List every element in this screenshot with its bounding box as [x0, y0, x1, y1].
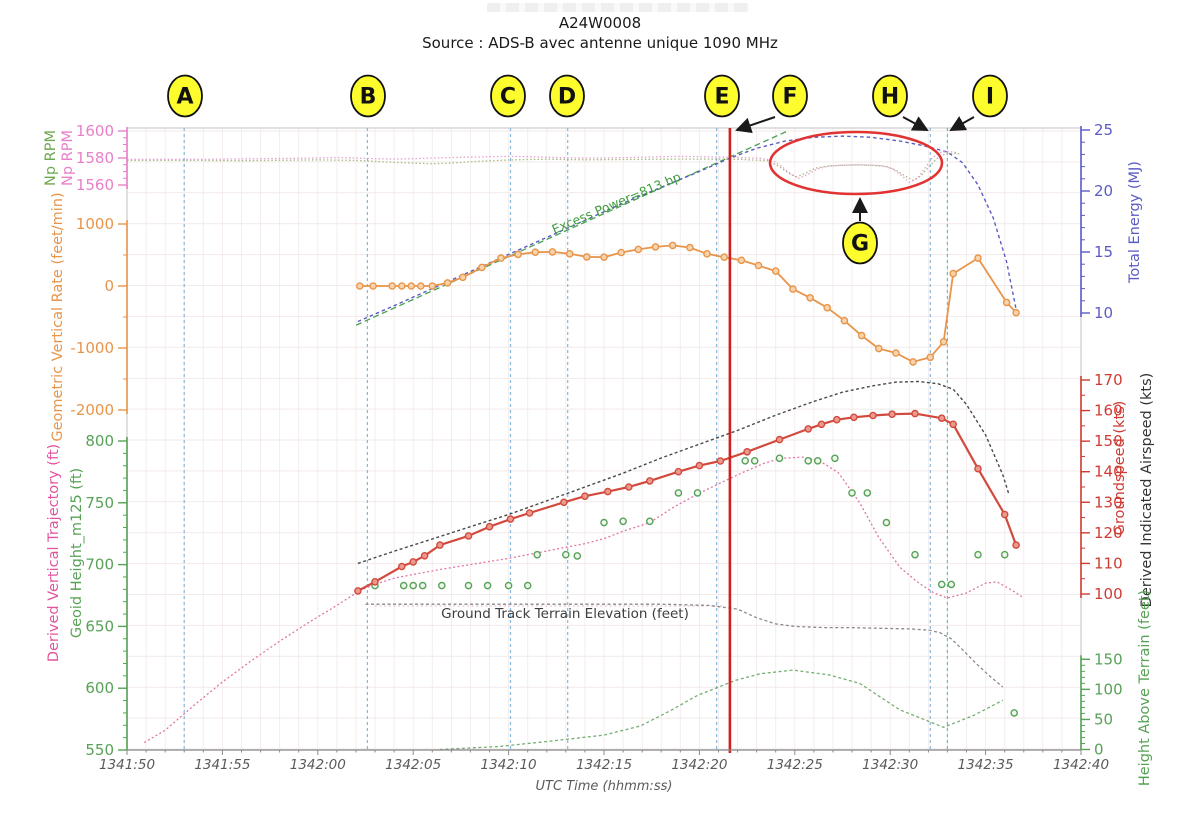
axis-kts-tick: 150 [1094, 432, 1123, 450]
redacted-title-smudge [487, 3, 749, 12]
marker-badge-label: E [714, 85, 729, 110]
axis-alt-tick: 600 [85, 679, 114, 697]
axis-hat: 150 100 50 0 Height Above Terrain (feet) [1080, 590, 1153, 786]
axis-hat-tick: 0 [1094, 741, 1104, 759]
axis-np-tick: 1580 [76, 149, 114, 167]
marker-badge-e: E [704, 74, 740, 118]
x-tick-label: 1341:55 [194, 757, 250, 773]
x-tick-label: 1342:00 [290, 757, 346, 773]
x-axis-label: UTC Time (hhmm:ss) [536, 779, 673, 794]
axis-label-alt-1: Geoid Height_m125 (ft) [69, 468, 85, 638]
x-tick-label: 1341:50 [99, 757, 155, 773]
series-total-energy [357, 135, 1017, 323]
series-excess-power-line [355, 130, 788, 326]
x-tick-label: 1342:30 [862, 757, 918, 773]
x-tick-label: 1342:35 [958, 757, 1014, 773]
axis-label-np-1: Np RPM [60, 130, 76, 186]
gridlines [126, 128, 1082, 750]
arrow-h [902, 116, 929, 131]
marker-badge-label: F [782, 85, 797, 110]
marker-badge-label: A [176, 85, 193, 110]
axis-gvr-tick: -1000 [70, 339, 114, 357]
axis-kts-tick: 120 [1094, 524, 1123, 542]
axis-label-kts-1: Derived Indicated Airspeed (kts) [1139, 373, 1155, 608]
marker-badge-d: D [549, 74, 585, 118]
series-terrain-elevation [365, 603, 1004, 688]
series-groundspeed [354, 409, 1020, 595]
marker-badge-label: D [558, 85, 576, 110]
axis-kts-tick: 170 [1094, 371, 1123, 389]
terrain-label: Ground Track Terrain Elevation (feet) [441, 606, 689, 622]
axis-label-gvr-0: Geometric Vertical Rate (feet/min) [50, 192, 66, 441]
series-derived-vertical-trajectory [143, 456, 1023, 744]
marker-badge-h: H [872, 74, 908, 118]
axis-kts-tick: 130 [1094, 493, 1123, 511]
marker-badge-b: B [350, 74, 386, 118]
axis-te-tick: 25 [1094, 121, 1113, 139]
axis-label-alt-0: Derived Vertical Trajectory (ft) [46, 444, 62, 662]
highlight-ellipse [768, 130, 944, 196]
marker-badge-label: I [986, 85, 994, 110]
x-axis: 1341:50 1341:55 1342:00 1342:05 1342:10 1342:… [99, 749, 1109, 794]
series-height-above-terrain [439, 669, 1004, 751]
axis-alt-tick: 700 [85, 556, 114, 574]
axis-np-tick: 1600 [76, 122, 114, 140]
axis-gvr-tick: -2000 [70, 401, 114, 419]
axis-label-te-0: Total Energy (MJ) [1127, 161, 1143, 284]
axis-te: 25 20 15 10 Total Energy (MJ) [1080, 121, 1143, 322]
series-geometric-vertical-rate [355, 241, 1020, 366]
marker-badge-label: B [360, 85, 377, 110]
axis-te-tick: 20 [1094, 182, 1113, 200]
axis-alt-tick: 550 [85, 741, 114, 759]
axis-kts-tick: 100 [1094, 585, 1123, 603]
marker-badge-label: C [500, 85, 516, 110]
marker-badge-label: H [881, 85, 899, 110]
marker-badge-c: C [490, 74, 526, 118]
axis-hat-tick: 100 [1094, 680, 1123, 698]
arrow-f [735, 116, 776, 134]
axis-hat-tick: 150 [1094, 650, 1123, 668]
x-tick-label: 1342:20 [671, 757, 727, 773]
chart-title: A24W0008 [558, 14, 642, 32]
axis-label-kts-0: Groundspeed (kts) [1112, 401, 1128, 536]
marker-badge-label: G [851, 232, 869, 257]
axis-label-np-0: Np RPM [43, 130, 59, 186]
axis-alt-tick: 750 [85, 494, 114, 512]
axis-kts-tick: 140 [1094, 463, 1123, 481]
x-tick-label: 1342:40 [1053, 757, 1109, 773]
axis-alt-tick: 650 [85, 617, 114, 635]
marker-badge-i: I [972, 74, 1008, 118]
axis-te-tick: 10 [1094, 304, 1113, 322]
axis-kts-tick: 110 [1094, 554, 1123, 572]
marker-badge-a: A [167, 74, 203, 118]
x-tick-label: 1342:25 [767, 757, 823, 773]
series-np-rpm-green [127, 152, 961, 181]
axis-kts: 170 160 150 140 130 120 110 100 Groundspeed (kts… [1080, 371, 1155, 608]
axis-alt-tick: 800 [85, 432, 114, 450]
axis-gvr-tick: 1000 [76, 215, 114, 233]
x-tick-label: 1342:05 [385, 757, 441, 773]
series-derived-indicated-airspeed [357, 380, 1010, 565]
marker-badge-g: G [842, 221, 878, 265]
axis-np-tick: 1560 [76, 176, 114, 194]
arrow-i [949, 116, 975, 131]
x-tick-label: 1342:10 [481, 757, 537, 773]
axis-kts-tick: 160 [1094, 402, 1123, 420]
axis-te-tick: 15 [1094, 243, 1113, 261]
axis-label-hat-0: Height Above Terrain (feet) [1137, 590, 1153, 786]
axis-hat-tick: 50 [1094, 710, 1113, 728]
axis-gvr-tick: 0 [104, 277, 114, 295]
chart-subtitle: Source : ADS-B avec antenne unique 1090 … [422, 34, 778, 52]
marker-badge-f: F [772, 74, 808, 118]
axis-alt: 800 750 700 650 600 550 Derived Vertical Traje… [46, 432, 128, 759]
x-tick-label: 1342:15 [576, 757, 632, 773]
series-geoid-height [371, 454, 1019, 717]
excess-power-label: Excess Power=813 hp [550, 169, 683, 237]
event-lines [183, 128, 949, 750]
series-np-rpm-pink [127, 150, 958, 183]
